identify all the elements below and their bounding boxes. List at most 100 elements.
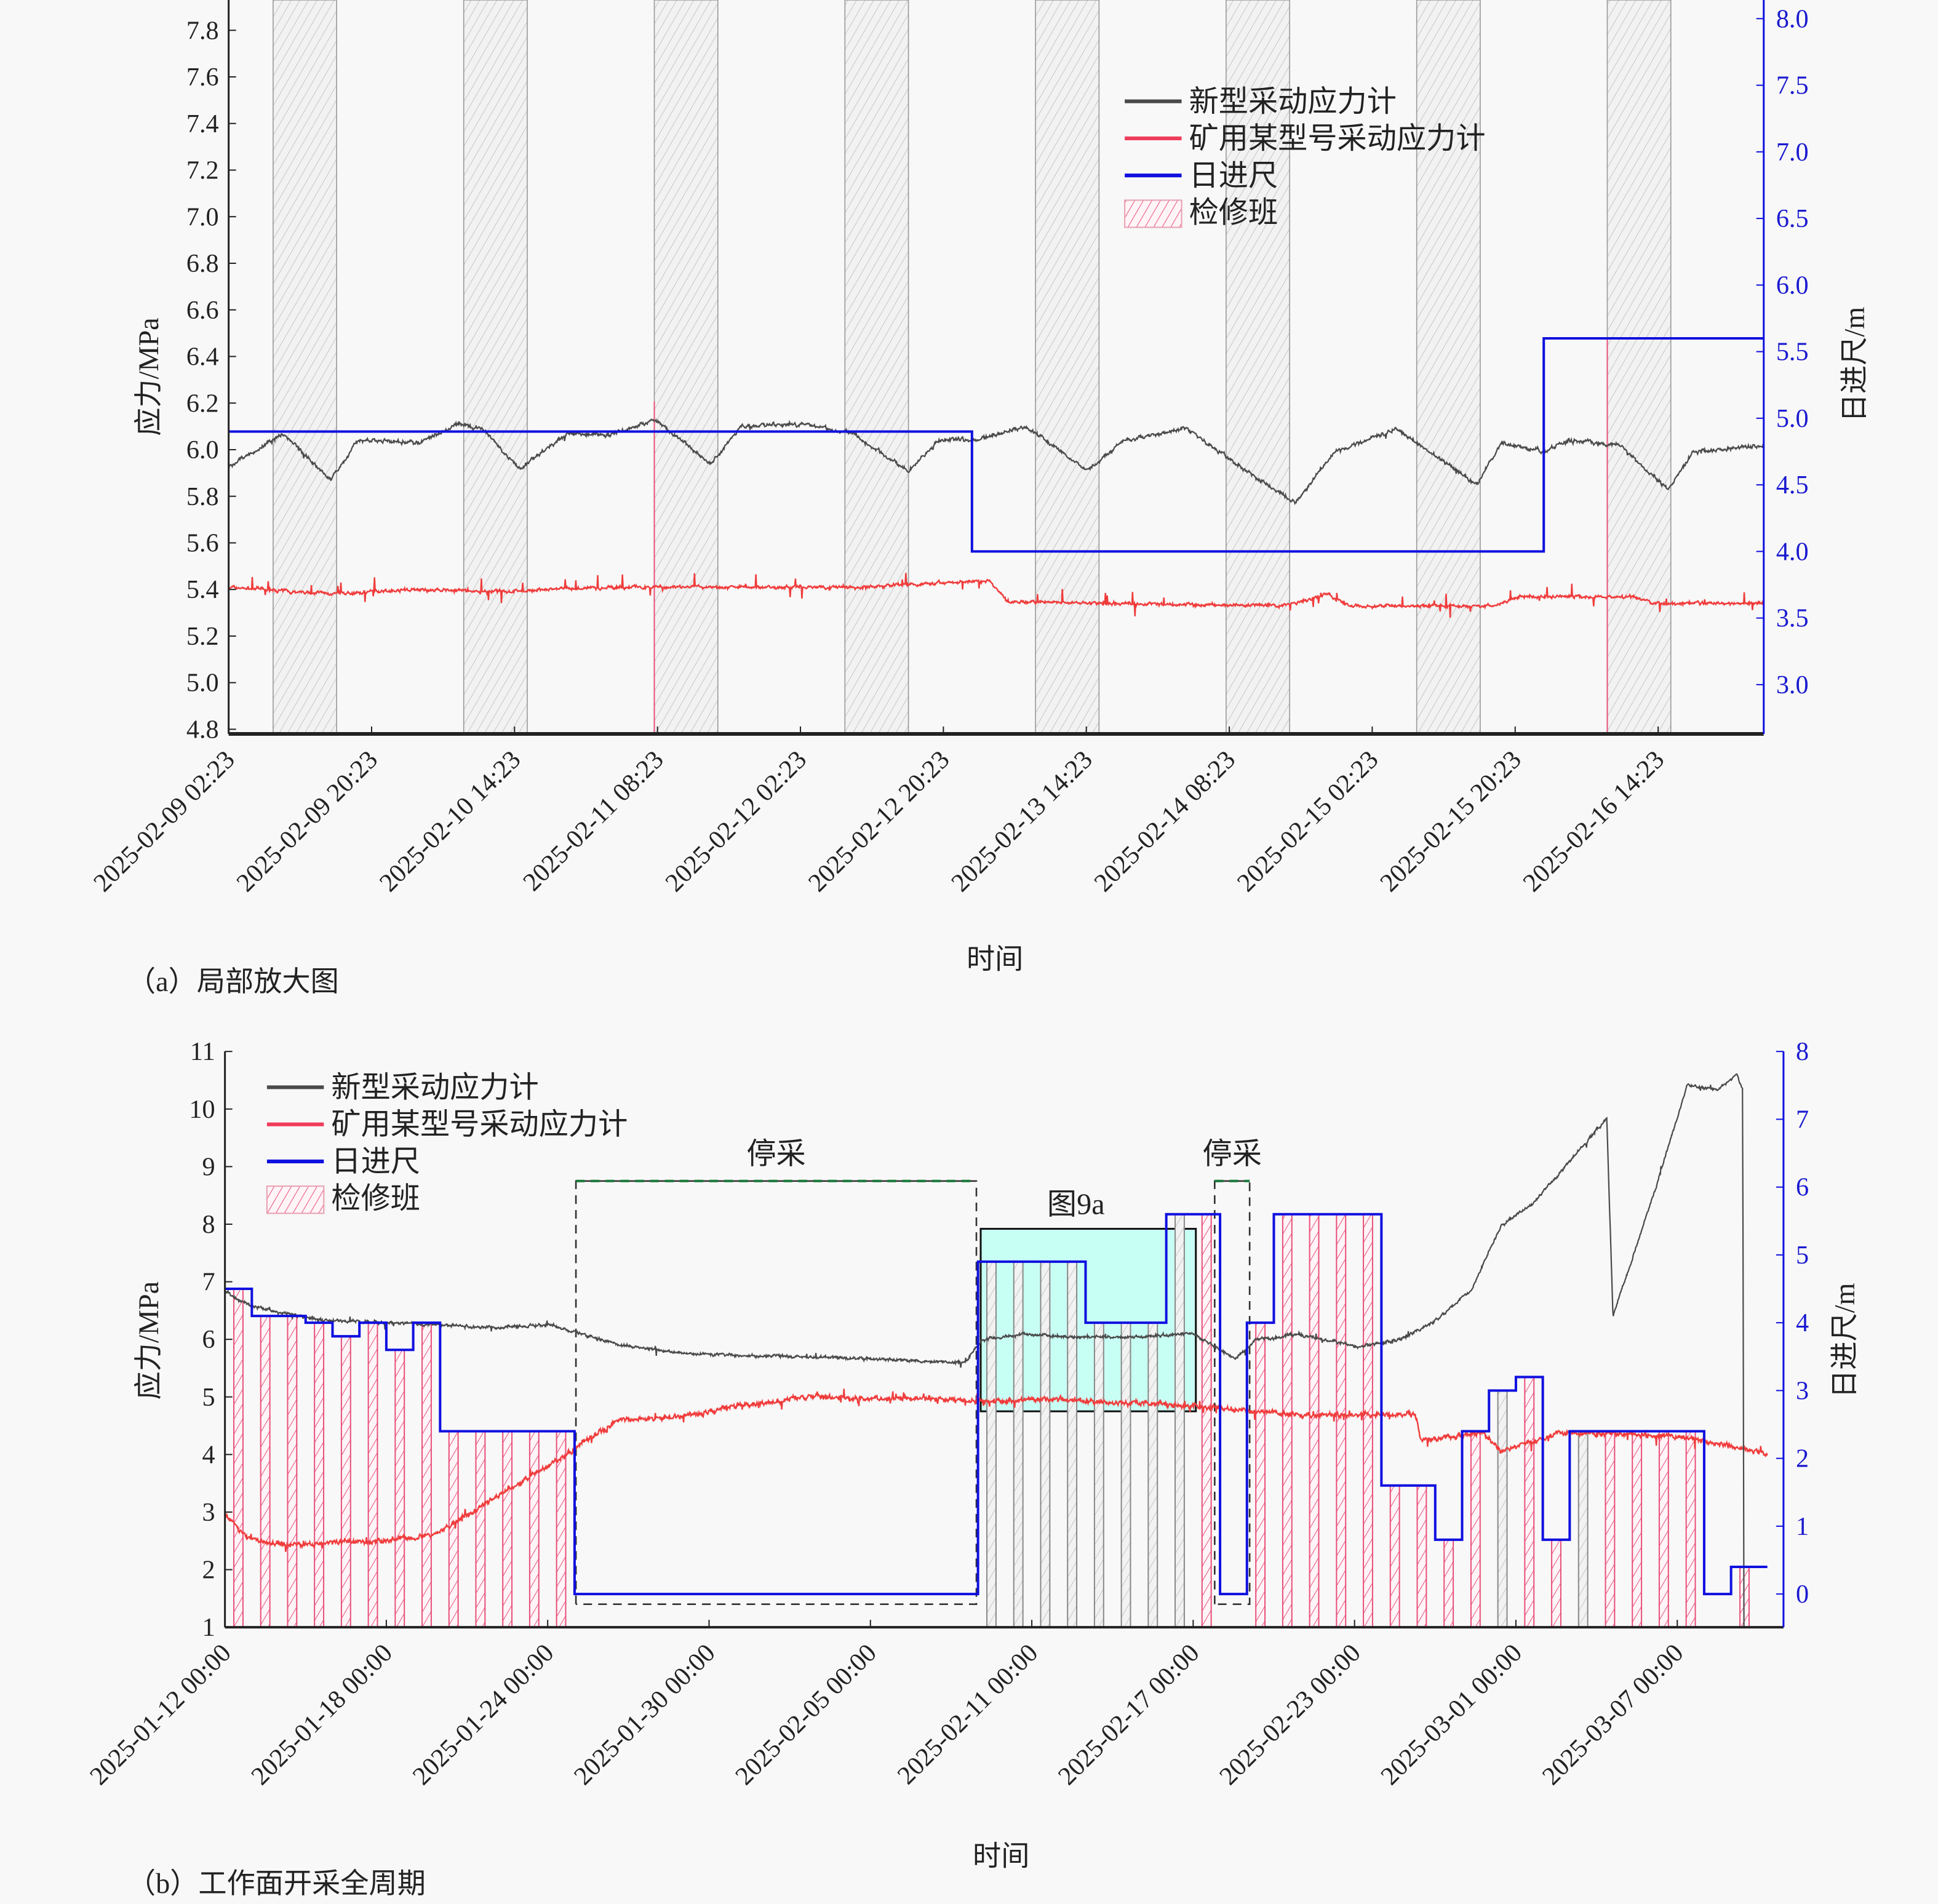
maintenance-bar [1093,1322,1104,1628]
y-tick-label: 10 [189,1095,215,1124]
y2-tick-label: 8 [1796,1037,1809,1066]
y-tick-label: 5.4 [186,575,219,604]
y-tick-label: 5.8 [186,482,219,511]
maintenance-bar [475,1430,486,1628]
maintenance-bar [1174,1213,1185,1628]
fig9a-box [979,1227,1197,1412]
x-tick-label: 2025-01-24 00:00 [407,1638,560,1791]
y2-tick-label: 4.0 [1776,537,1809,566]
legend-swatch-maintenance [266,1185,325,1214]
y-tick-label: 2 [202,1556,215,1585]
y-tick-label: 5.2 [186,622,219,651]
x-tick-label: 2025-03-07 00:00 [1537,1638,1689,1791]
y2-tick-label: 3.5 [1776,604,1809,633]
x-tick-label: 2025-02-16 14:23 [1517,745,1670,898]
maintenance-bar [233,1288,244,1628]
legend-a: 新型采动应力计 矿用某型号采动应力计 日进尺 检修班 [1124,86,1486,229]
y-tick-label: 5 [202,1383,215,1412]
y-tick-label: 7.2 [186,156,219,185]
x-tick-label: 2025-02-05 00:00 [730,1638,882,1791]
maintenance-band [1606,0,1672,735]
x-tick-label: 2025-02-17 00:00 [1053,1638,1205,1791]
x-axis-title-a: 时间 [967,944,1023,975]
maintenance-bar [1282,1213,1293,1628]
x-axis-title-b: 时间 [973,1841,1029,1872]
y2-axis-title-a: 日进尺/m [1838,307,1870,422]
y-tick-label: 7 [202,1268,215,1297]
chart-a-local-zoom: 4.8 5.0 5.2 5.4 5.6 5.8 6.0 6.2 6.4 6.6 6.8 7.0 7.2 7… [88,0,1809,898]
maintenance-bar [1685,1430,1696,1628]
y-tick-label: 5.0 [186,669,219,698]
y2-tick-label: 6.0 [1776,271,1809,300]
x-tick-label: 2025-03-01 00:00 [1375,1638,1528,1791]
maintenance-bar [1067,1261,1078,1628]
stop-mining-label: 停采 [1203,1138,1262,1171]
y2-axis-title-b: 日进尺/m [1828,1283,1860,1398]
maintenance-band [1035,0,1100,735]
y2-tick-label: 8.0 [1776,4,1809,33]
series-daily-advance [228,337,1764,553]
maintenance-bar [421,1322,432,1628]
maintenance-bar [1120,1322,1131,1628]
y-tick-label: 4.8 [186,715,219,744]
y-tick-label: 6.4 [186,343,219,372]
x-tick-label: 2025-01-18 00:00 [245,1638,398,1791]
y-tick-label: 6.8 [186,249,219,278]
legend-label-mine-gauge: 矿用某型号采动应力计 [1189,122,1486,155]
y-tick-label: 6.0 [186,436,219,464]
y-axis-title-a: 应力/MPa [133,317,164,436]
series-new-gauge [224,1073,1745,1628]
maintenance-bar [1255,1322,1266,1628]
series-mine-gauge [225,1388,1768,1552]
y-axis-title-b: 应力/MPa [133,1281,164,1400]
maintenance-bar [394,1349,405,1628]
maintenance-bar [1416,1484,1427,1628]
maintenance-bar [1470,1430,1481,1628]
maintenance-bar [502,1430,513,1628]
x-tick-label: 2025-02-11 08:23 [517,745,669,897]
y2-tick-label: 7 [1796,1105,1809,1134]
y2-tick-label: 5 [1796,1241,1809,1270]
maintenance-bar [260,1315,271,1628]
maintenance-bar [1201,1213,1212,1628]
y-tick-label: 11 [190,1037,215,1066]
maintenance-bar [1497,1390,1508,1628]
x-tick-label: 2025-02-23 00:00 [1214,1638,1366,1791]
maintenance-bar [1551,1539,1561,1628]
x-tick-label: 2025-02-09 02:23 [88,745,241,898]
maintenance-bar [1147,1322,1158,1628]
legend-label-advance: 日进尺 [1189,159,1278,192]
maintenance-bar [1605,1430,1616,1628]
y2-tick-label: 3.0 [1776,671,1809,699]
legend-label-new-gauge: 新型采动应力计 [1189,86,1397,118]
maintenance-band [463,0,528,735]
x-tick-label: 2025-02-13 14:23 [946,745,1098,898]
legend-label-maintenance: 检修班 [331,1182,420,1215]
maintenance-bar [1336,1213,1347,1628]
y2-tick-label: 0 [1796,1580,1809,1609]
legend-b: 新型采动应力计 矿用某型号采动应力计 日进尺 检修班 [266,1071,628,1215]
y2-tick-label: 7.5 [1776,71,1809,100]
y2-tick-label: 1 [1796,1512,1809,1541]
maintenance-bar [1013,1261,1024,1628]
y-tick-label: 4 [202,1440,215,1469]
x-tick-label: 2025-02-15 20:23 [1374,745,1527,898]
y2-tick-label: 4 [1796,1309,1809,1337]
y2-tick-label: 3 [1796,1376,1809,1405]
y-tick-label: 7.6 [186,63,219,92]
y-tick-label: 8 [202,1210,215,1239]
x-tick-label: 2025-01-30 00:00 [568,1638,721,1791]
y2-tick-label: 2 [1796,1444,1809,1473]
maintenance-bar [1658,1430,1669,1628]
x-tick-label: 2025-02-11 00:00 [891,1638,1043,1790]
legend-swatch-maintenance [1124,199,1182,228]
maintenance-bar [1577,1430,1589,1628]
x-tick-label: 2025-02-10 14:23 [374,745,527,898]
caption-b: （b）工作面开采全周期 [127,1868,426,1899]
x-tick-label: 2025-01-12 00:00 [84,1638,237,1791]
y2-tick-label: 6.5 [1776,204,1809,233]
y-tick-label: 6.2 [186,389,219,418]
maintenance-bar [1309,1213,1320,1628]
legend-label-maintenance: 检修班 [1189,197,1278,229]
